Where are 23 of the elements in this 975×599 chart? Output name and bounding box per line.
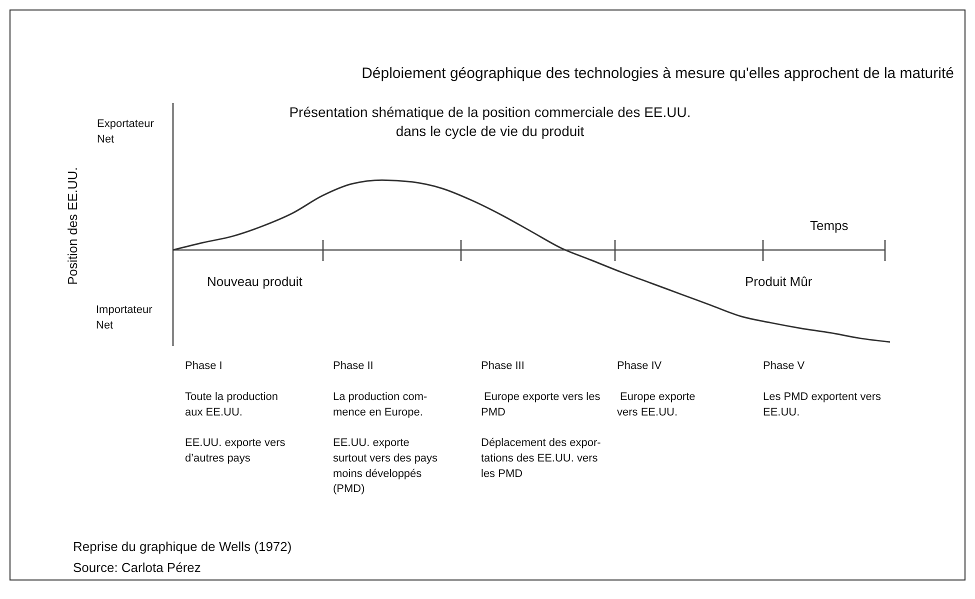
source-note: Source: Carlota Pérez bbox=[73, 560, 201, 575]
chart-subtitle: Présentation shématique de la position commerciale des EE.UU. dans le cycle de vie du produit bbox=[289, 104, 691, 139]
text: Phase V bbox=[763, 360, 806, 372]
text: La production com- mence en Europe. bbox=[333, 391, 428, 418]
text: Toute la production aux EE.UU. bbox=[185, 391, 278, 418]
text: Exportateur Net bbox=[97, 118, 154, 146]
chart-title: Déploiement géographique des technologies à mesure qu'elles approchent de la maturité bbox=[362, 65, 954, 82]
annotation: Produit Mûr bbox=[745, 274, 813, 289]
text: Phase II bbox=[333, 360, 374, 372]
text: Phase IV bbox=[617, 360, 662, 372]
text: Reprise du graphique de Wells (1972) bbox=[73, 539, 292, 554]
text: Importateur Net bbox=[96, 304, 153, 332]
text: EE.UU. exporte surtout vers des pays moins développés (PMD) bbox=[333, 437, 438, 496]
text: Phase I bbox=[185, 360, 222, 372]
text: Europe exporte vers EE.UU. bbox=[617, 391, 696, 418]
text: Phase III bbox=[481, 360, 524, 372]
text: Europe exporte vers les PMD bbox=[481, 391, 601, 418]
text: Position des EE.UU. bbox=[65, 167, 80, 285]
text: Les PMD exportent vers EE.UU. bbox=[763, 391, 882, 418]
text: Déplacement des expor- tations des EE.UU. vers les PMD bbox=[481, 437, 602, 480]
text: EE.UU. exporte vers d’autres pays bbox=[185, 437, 286, 464]
annotation: Temps bbox=[810, 218, 849, 233]
annotation: Nouveau produit bbox=[207, 274, 303, 289]
